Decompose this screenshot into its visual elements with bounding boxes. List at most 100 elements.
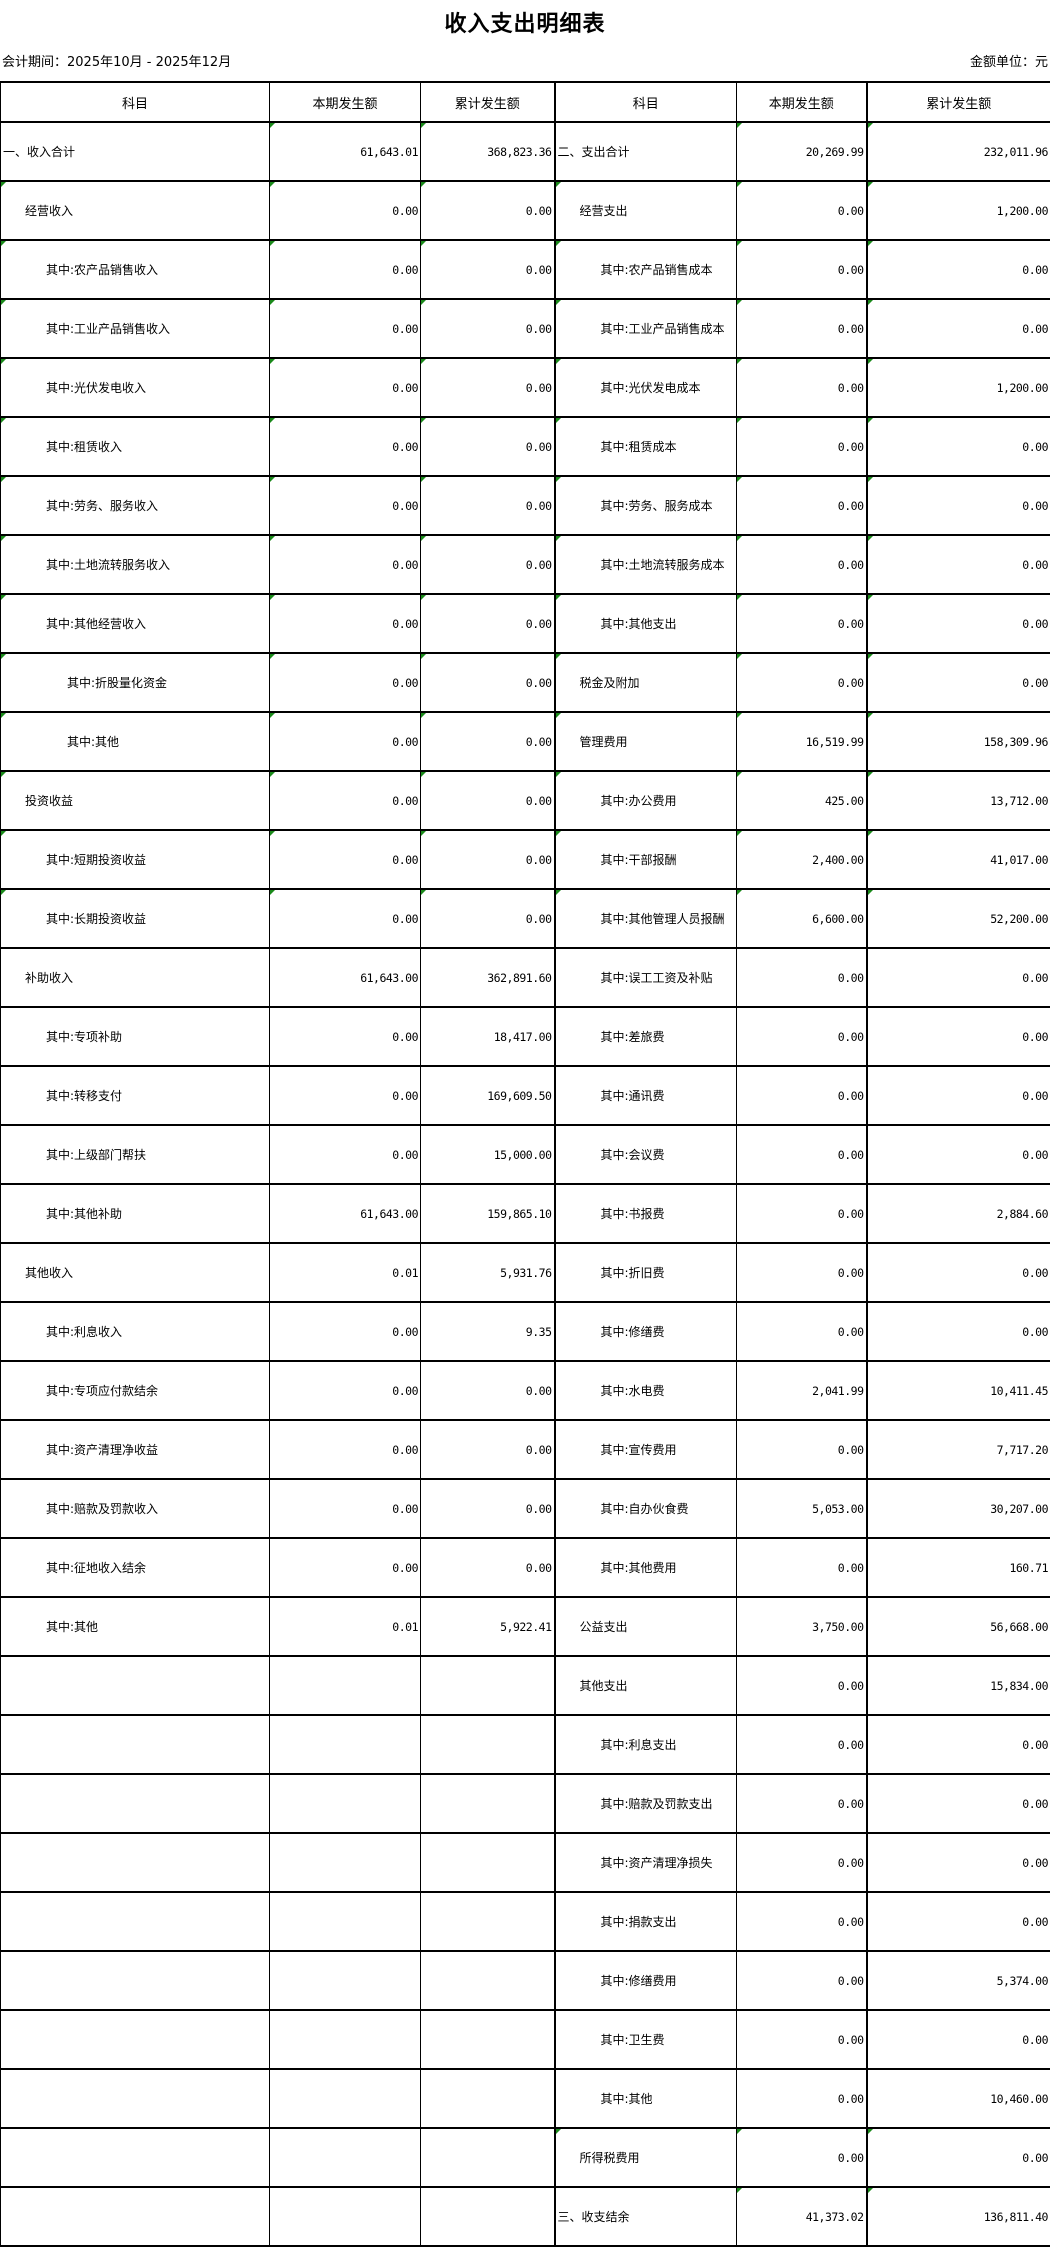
left-cumulative-amount-cell: 0.00 [421, 594, 555, 653]
left-current-amount-cell: 61,643.00 [270, 1184, 421, 1243]
left-current-amount-cell: 0.00 [270, 1538, 421, 1597]
left-subject-cell [1, 1951, 270, 2010]
header-income-current: 本期发生额 [270, 82, 421, 122]
left-subject-cell: 其中:专项应付款结余 [1, 1361, 270, 1420]
left-cumulative-amount-cell: 0.00 [421, 299, 555, 358]
left-subject-cell: 一、收入合计 [1, 122, 270, 181]
left-cumulative-amount-cell: 0.00 [421, 240, 555, 299]
right-subject-cell: 其中:其他费用 [555, 1538, 737, 1597]
right-cumulative-amount-cell: 0.00 [867, 1892, 1050, 1951]
right-subject-cell: 所得税费用 [555, 2128, 737, 2187]
left-subject-cell: 其中:其他 [1, 712, 270, 771]
left-current-amount-cell: 0.00 [270, 476, 421, 535]
left-subject-cell: 其中:转移支付 [1, 1066, 270, 1125]
left-current-amount-cell: 0.00 [270, 358, 421, 417]
right-subject-cell: 经营支出 [555, 181, 737, 240]
right-current-amount-cell: 5,053.00 [737, 1479, 867, 1538]
left-subject-cell: 其中:其他补助 [1, 1184, 270, 1243]
right-current-amount-cell: 0.00 [737, 1833, 867, 1892]
left-subject-cell: 其中:劳务、服务收入 [1, 476, 270, 535]
left-cumulative-amount-cell: 18,417.00 [421, 1007, 555, 1066]
left-subject-cell: 其中:专项补助 [1, 1007, 270, 1066]
right-current-amount-cell: 16,519.99 [737, 712, 867, 771]
right-current-amount-cell: 0.00 [737, 653, 867, 712]
left-subject-cell: 其中:短期投资收益 [1, 830, 270, 889]
left-current-amount-cell: 0.00 [270, 653, 421, 712]
left-current-amount-cell: 0.00 [270, 830, 421, 889]
left-subject-cell [1, 2128, 270, 2187]
left-subject-cell: 其中:利息收入 [1, 1302, 270, 1361]
right-subject-cell: 其中:修缮费用 [555, 1951, 737, 2010]
left-cumulative-amount-cell: 169,609.50 [421, 1066, 555, 1125]
right-cumulative-amount-cell: 0.00 [867, 476, 1050, 535]
right-cumulative-amount-cell: 136,811.40 [867, 2187, 1050, 2246]
right-subject-cell: 其中:差旅费 [555, 1007, 737, 1066]
right-cumulative-amount-cell: 0.00 [867, 948, 1050, 1007]
left-cumulative-amount-cell: 0.00 [421, 1361, 555, 1420]
left-current-amount-cell: 0.01 [270, 1597, 421, 1656]
right-cumulative-amount-cell: 232,011.96 [867, 122, 1050, 181]
right-subject-cell: 其中:办公费用 [555, 771, 737, 830]
right-current-amount-cell: 0.00 [737, 594, 867, 653]
right-cumulative-amount-cell: 0.00 [867, 299, 1050, 358]
right-subject-cell: 二、支出合计 [555, 122, 737, 181]
right-current-amount-cell: 0.00 [737, 1302, 867, 1361]
right-current-amount-cell: 0.00 [737, 1951, 867, 2010]
left-subject-cell: 其中:租赁收入 [1, 417, 270, 476]
left-current-amount-cell: 0.00 [270, 1302, 421, 1361]
right-cumulative-amount-cell: 0.00 [867, 653, 1050, 712]
left-subject-cell: 其中:长期投资收益 [1, 889, 270, 948]
right-subject-cell: 其中:其他 [555, 2069, 737, 2128]
left-subject-cell: 其中:农产品销售收入 [1, 240, 270, 299]
left-subject-cell [1, 1892, 270, 1951]
left-current-amount-cell: 0.00 [270, 889, 421, 948]
right-cumulative-amount-cell: 2,884.60 [867, 1184, 1050, 1243]
left-cumulative-amount-cell [421, 1715, 555, 1774]
right-subject-cell: 其中:租赁成本 [555, 417, 737, 476]
right-subject-cell: 其中:折旧费 [555, 1243, 737, 1302]
left-cumulative-amount-cell: 0.00 [421, 1479, 555, 1538]
left-cumulative-amount-cell [421, 1833, 555, 1892]
left-current-amount-cell: 0.00 [270, 1066, 421, 1125]
left-current-amount-cell: 0.00 [270, 535, 421, 594]
right-subject-cell: 其中:资产清理净损失 [555, 1833, 737, 1892]
right-subject-cell: 其中:工业产品销售成本 [555, 299, 737, 358]
right-current-amount-cell: 0.00 [737, 1715, 867, 1774]
left-subject-cell: 其中:其他 [1, 1597, 270, 1656]
left-subject-cell: 其中:土地流转服务收入 [1, 535, 270, 594]
left-cumulative-amount-cell: 0.00 [421, 830, 555, 889]
left-subject-cell: 其中:赔款及罚款收入 [1, 1479, 270, 1538]
right-current-amount-cell: 0.00 [737, 299, 867, 358]
right-subject-cell: 其中:会议费 [555, 1125, 737, 1184]
left-subject-cell: 经营收入 [1, 181, 270, 240]
right-current-amount-cell: 0.00 [737, 1538, 867, 1597]
left-cumulative-amount-cell: 15,000.00 [421, 1125, 555, 1184]
right-subject-cell: 其中:利息支出 [555, 1715, 737, 1774]
left-cumulative-amount-cell: 0.00 [421, 358, 555, 417]
report-title: 收入支出明细表 [0, 6, 1050, 38]
right-current-amount-cell: 0.00 [737, 476, 867, 535]
left-cumulative-amount-cell [421, 2128, 555, 2187]
right-current-amount-cell: 0.00 [737, 1007, 867, 1066]
right-subject-cell: 三、收支结余 [555, 2187, 737, 2246]
header-expense-subject: 科目 [555, 82, 737, 122]
right-current-amount-cell: 6,600.00 [737, 889, 867, 948]
left-cumulative-amount-cell [421, 1892, 555, 1951]
right-subject-cell: 其中:通讯费 [555, 1066, 737, 1125]
right-subject-cell: 其中:修缮费 [555, 1302, 737, 1361]
right-cumulative-amount-cell: 0.00 [867, 417, 1050, 476]
left-current-amount-cell [270, 1892, 421, 1951]
